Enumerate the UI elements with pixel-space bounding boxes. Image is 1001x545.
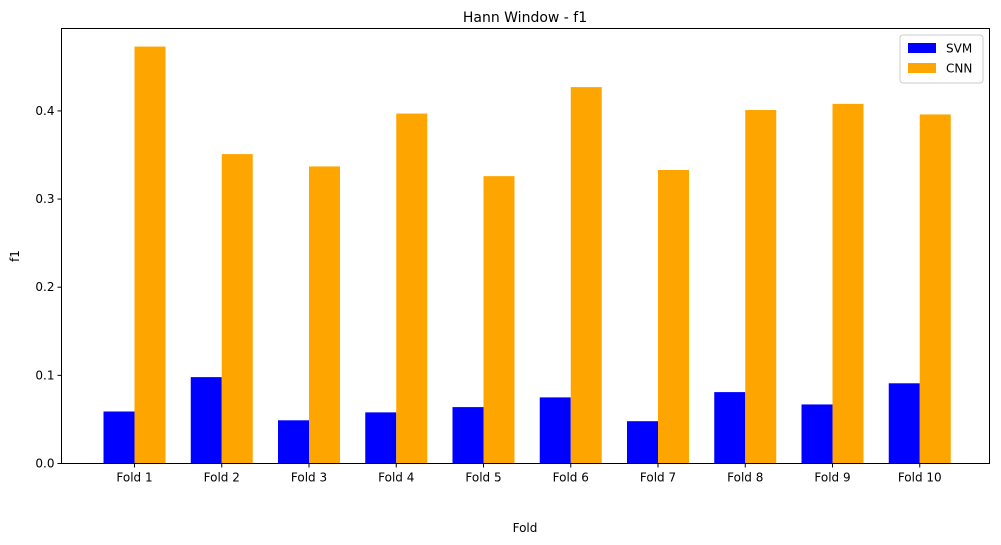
bar-svm-1 (103, 411, 135, 464)
bar-svm-10 (888, 383, 920, 464)
x-tick-label: Fold 4 (378, 471, 414, 485)
legend-label-svm: SVM (946, 42, 972, 56)
bar-cnn-8 (745, 110, 777, 464)
bar-cnn-3 (309, 166, 340, 464)
bar-svm-4 (365, 412, 397, 464)
bar-svm-6 (539, 397, 571, 464)
bar-cnn-9 (832, 103, 864, 464)
x-tick-label: Fold 7 (640, 471, 676, 485)
legend: SVM CNN (899, 34, 984, 84)
y-tick-label: 0.2 (35, 280, 54, 294)
legend-label-cnn: CNN (946, 62, 972, 76)
legend-swatch-cnn (908, 63, 936, 73)
x-tick-label: Fold 5 (465, 471, 501, 485)
chart-title: Hann Window - f1 (463, 10, 587, 26)
x-tick-label: Fold 10 (898, 471, 942, 485)
y-tick-label: 0.4 (35, 104, 54, 118)
legend-swatch-svm (908, 43, 936, 53)
bars-group (103, 46, 951, 464)
bar-cnn-10 (919, 114, 951, 464)
bar-cnn-7 (658, 169, 689, 464)
bar-svm-8 (714, 392, 746, 464)
bar-svm-9 (801, 404, 833, 464)
y-axis: 0.0 0.1 0.2 0.3 0.4 (35, 104, 62, 471)
plot-frame (61, 28, 990, 464)
y-tick-label: 0.1 (35, 368, 54, 382)
x-axis-label: Fold (513, 521, 538, 535)
x-tick-label: Fold 2 (204, 471, 240, 485)
x-tick-label: Fold 9 (814, 471, 850, 485)
bar-cnn-2 (221, 154, 253, 464)
x-axis: Fold 1 Fold 2 Fold 3 Fold 4 Fold 5 Fold 6 Fold… (116, 463, 942, 485)
bar-svm-3 (278, 420, 309, 464)
x-tick-label: Fold 1 (116, 471, 152, 485)
x-tick-label: Fold 3 (291, 471, 327, 485)
bar-svm-5 (452, 407, 484, 464)
y-tick-label: 0.3 (35, 192, 54, 206)
bar-cnn-4 (396, 113, 428, 464)
bar-cnn-5 (483, 176, 515, 464)
bar-cnn-6 (570, 87, 602, 464)
x-tick-label: Fold 8 (727, 471, 763, 485)
bar-svm-2 (190, 377, 222, 464)
y-tick-label: 0.0 (35, 457, 54, 471)
bar-svm-7 (627, 421, 658, 464)
y-axis-label: f1 (8, 250, 22, 262)
x-tick-label: Fold 6 (553, 471, 589, 485)
bar-cnn-1 (134, 46, 166, 464)
